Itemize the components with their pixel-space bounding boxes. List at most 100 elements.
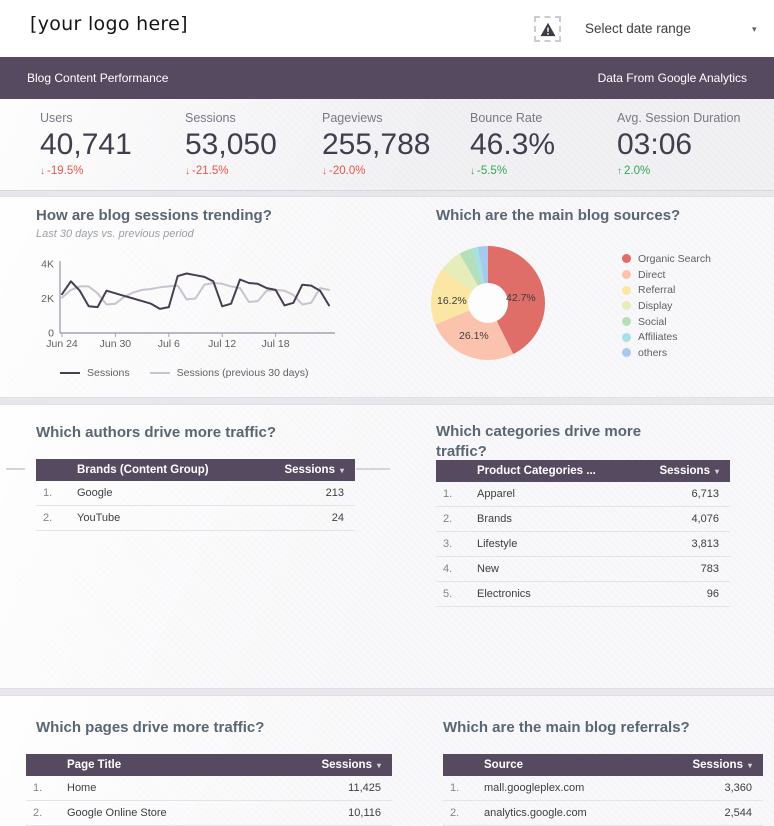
warning-icon[interactable] [534, 16, 561, 42]
table-row: 1. Home 11,425 [26, 776, 392, 801]
row-dimension: analytics.google.com [484, 807, 587, 819]
row-index: 1. [43, 487, 53, 499]
row-metric: 3,813 [691, 538, 719, 550]
row-dimension: mall.googleplex.com [484, 782, 585, 794]
row-index: 2. [443, 513, 453, 525]
dimension-header: Source [484, 759, 523, 771]
metric-sort-header[interactable]: Sessions ▾ [284, 464, 344, 476]
legend-item: Direct [622, 267, 711, 283]
sessions-line-chart: 0 2K 4K Jun 24 Jun 30 Jul 6 Jul 12 Jul 18 [41, 259, 335, 350]
pages-table: Page Title Sessions ▾ 1. Home 11,425 2. Googl… [26, 754, 392, 826]
legend-dot [622, 270, 631, 280]
row-dimension: Apparel [477, 488, 515, 500]
table-header: Product Categories ... Sessions ▾ [436, 460, 730, 482]
metric-sort-header[interactable]: Sessions ▾ [659, 465, 719, 477]
kpi-value: 53,050 [185, 128, 277, 161]
tables-section-2: Which pages drive more traffic? Page Tit… [0, 695, 774, 826]
legend-label: Sessions (previous 30 days) [176, 367, 309, 379]
row-dimension: Google Online Store [67, 807, 167, 819]
legend-label: Referral [638, 284, 676, 297]
referrals-table-title: Which are the main blog referrals? [443, 719, 690, 736]
sources-donut-chart [431, 246, 545, 360]
legend-label: Organic Search [638, 252, 711, 265]
svg-text:0: 0 [48, 328, 54, 340]
trend-arrow-icon: ↑ [617, 166, 622, 177]
legend-item: Social [622, 314, 711, 330]
categories-table-title: Which categories drive more traffic? [436, 423, 642, 460]
line-chart-subtitle: Last 30 days vs. previous period [36, 228, 194, 240]
trend-arrow-icon: ↓ [40, 166, 45, 177]
kpi-label: Avg. Session Duration [617, 111, 741, 125]
dimension-header: Page Title [67, 759, 122, 771]
kpi-delta: ↑ 2.0% [617, 165, 651, 177]
trend-arrow-icon: ↓ [185, 166, 190, 177]
legend-label: Sessions [87, 367, 130, 379]
metric-sort-header[interactable]: Sessions ▾ [692, 759, 752, 771]
table-row: 4. New 783 [436, 557, 730, 582]
table-header: Source Sessions ▾ [443, 754, 763, 776]
chevron-down-icon[interactable]: ▾ [752, 24, 757, 34]
kpi-value: 46.3% [470, 128, 556, 161]
donut-label-direct: 26.1% [459, 330, 489, 342]
row-metric: 4,076 [691, 513, 719, 525]
legend-label: Social [638, 315, 667, 328]
legend-dot [622, 285, 631, 295]
date-range-selector[interactable]: Select date range [585, 21, 691, 36]
kpi-label: Pageviews [322, 111, 383, 125]
dimension-header: Product Categories ... [477, 465, 596, 477]
kpi-label: Users [40, 111, 73, 125]
dimension-header: Brands (Content Group) [77, 464, 209, 476]
row-metric: 10,116 [348, 807, 381, 819]
legend-item: Referral [622, 282, 711, 298]
table-row: 1. Google 213 [36, 481, 355, 506]
legend-dot [622, 317, 631, 327]
divider-line [6, 468, 25, 470]
row-dimension: Brands [477, 513, 512, 525]
logo-text: [your logo here] [30, 13, 188, 35]
trend-arrow-icon: ↓ [470, 166, 475, 177]
trend-arrow-icon: ↓ [322, 166, 327, 177]
pages-table-title: Which pages drive more traffic? [36, 719, 265, 736]
legend-label: Display [638, 299, 673, 312]
table-body: 1. mall.googleplex.com 3,360 2. analytics.go… [443, 776, 763, 826]
row-metric: 783 [700, 563, 719, 575]
table-row: 2. Google Online Store 10,116 [26, 801, 392, 826]
table-row: 2. YouTube 24 [36, 506, 355, 531]
report-title: Blog Content Performance [27, 71, 169, 85]
row-index: 1. [33, 782, 43, 794]
kpi-delta: ↓ -21.5% [185, 165, 229, 177]
warning-triangle-icon [540, 22, 555, 36]
legend-item: Sessions (previous 30 days) [149, 367, 309, 379]
legend-item: Sessions [60, 367, 130, 379]
legend-line-swatch [60, 372, 80, 374]
legend-line-swatch [149, 372, 170, 374]
legend-dot [622, 348, 631, 358]
kpi-bounce-rate: Bounce Rate 46.3% ↓ -5.5% [470, 111, 555, 177]
metric-sort-header[interactable]: Sessions ▾ [321, 759, 381, 771]
row-dimension: Home [67, 782, 97, 794]
kpi-delta: ↓ -5.5% [470, 165, 508, 177]
kpi-value: 03:06 [617, 128, 693, 161]
donut-label-organic: 42.7% [506, 292, 536, 304]
sort-caret-icon: ▾ [747, 760, 752, 770]
table-body: 1. Google 213 2. YouTube 24 [36, 481, 355, 531]
table-body: 1. Apparel 6,713 2. Brands 4,076 3. Lifestyle 3,… [436, 482, 730, 607]
sort-caret-icon: ▾ [714, 466, 719, 476]
pie-chart-legend: Organic Search Direct Referral Display Socia… [622, 251, 711, 361]
line-chart-legend: Sessions Sessions (previous 30 days) [60, 367, 309, 379]
row-metric: 11,425 [348, 782, 381, 794]
kpi-label: Sessions [185, 111, 236, 125]
charts-section: How are blog sessions trending? Last 30 … [0, 196, 774, 398]
sort-caret-icon: ▾ [339, 465, 344, 475]
svg-text:Jul 12: Jul 12 [208, 338, 236, 350]
svg-text:4K: 4K [41, 259, 54, 271]
kpi-label: Bounce Rate [470, 111, 543, 125]
kpi-users: Users 40,741 ↓ -19.5% [40, 111, 132, 177]
legend-item: Display [622, 298, 711, 314]
referrals-table: Source Sessions ▾ 1. mall.googleplex.com 3,… [443, 754, 763, 826]
svg-text:Jul 6: Jul 6 [158, 338, 180, 350]
data-source-label: Data From Google Analytics [597, 71, 747, 85]
kpi-delta: ↓ -19.5% [40, 165, 84, 177]
legend-item: Organic Search [622, 251, 711, 267]
legend-label: Direct [638, 268, 666, 281]
